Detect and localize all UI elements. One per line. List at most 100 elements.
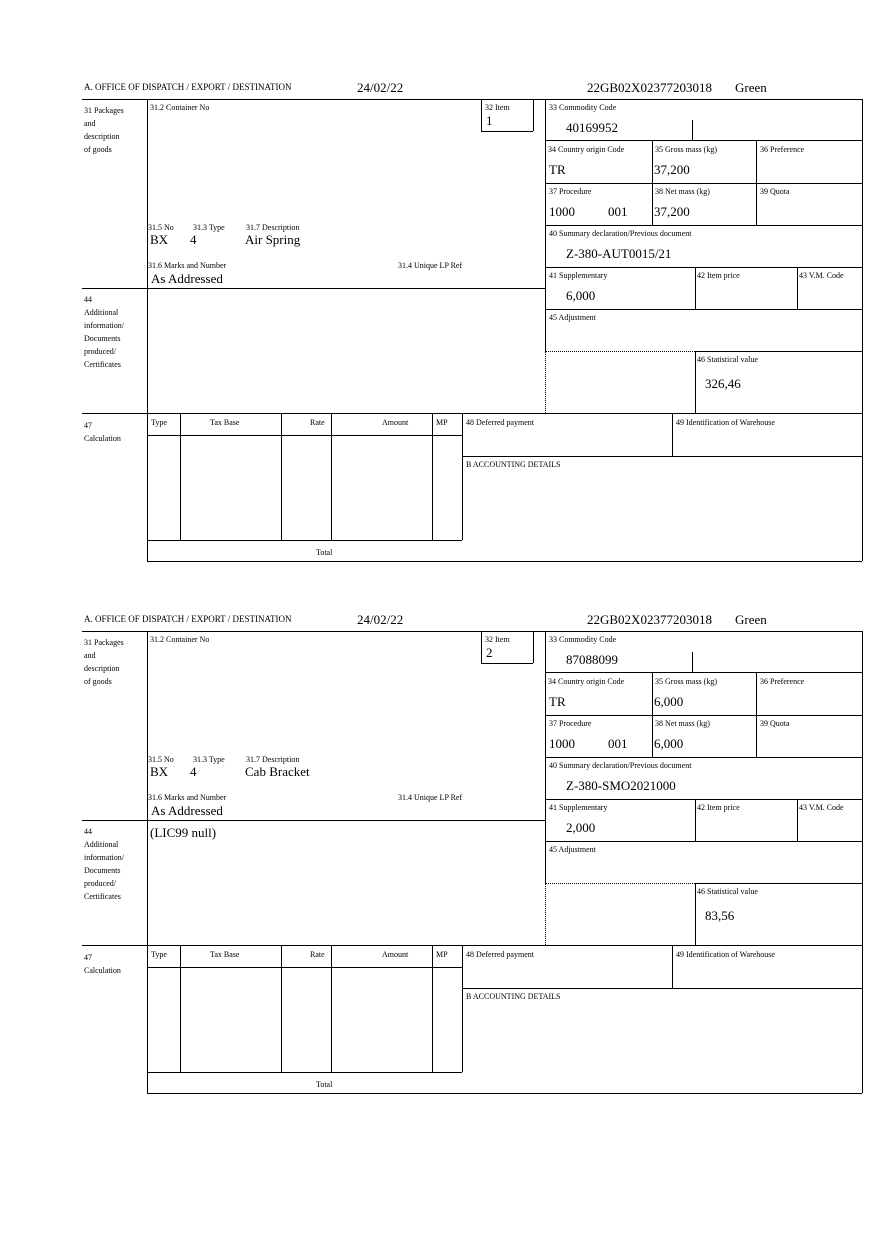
rule [147, 1093, 862, 1094]
item-price-label: 42 Item price [697, 803, 740, 812]
box44-label: 44 Additional information/ Documents pro… [84, 827, 124, 901]
rule [147, 561, 862, 562]
package-no-label: 31.5 No [148, 223, 174, 232]
rule [862, 99, 863, 561]
rule [862, 631, 863, 1093]
rule [545, 225, 862, 226]
package-no-label: 31.5 No [148, 755, 174, 764]
gross-mass-label: 35 Gross mass (kg) [655, 677, 717, 686]
total-label: Total [316, 1080, 333, 1089]
rule [82, 413, 862, 414]
item-price-label: 42 Item price [697, 271, 740, 280]
goods-description: Cab Bracket [245, 764, 310, 779]
net-mass-label: 38 Net mass (kg) [655, 187, 710, 196]
rule [462, 988, 862, 989]
rule [545, 267, 862, 268]
rule [533, 99, 534, 131]
procedure-code: 1000 [549, 204, 575, 219]
accounting-details-label: B ACCOUNTING DETAILS [466, 460, 561, 469]
unique-ref-label: 31.4 Unique LP Ref [398, 261, 463, 270]
rule [756, 140, 757, 225]
commodity-label: 33 Commodity Code [549, 103, 617, 112]
rule [545, 183, 862, 184]
item-number: 1 [486, 113, 493, 128]
rule [545, 309, 862, 310]
marks-label: 31.6 Marks and Number [148, 793, 227, 802]
package-kind: BX [150, 232, 169, 247]
commodity-code: 87088099 [566, 652, 618, 667]
rule [545, 351, 546, 413]
col-tax-base: Tax Base [210, 950, 240, 959]
rule [652, 140, 653, 225]
rule [545, 799, 862, 800]
goods-description: Air Spring [245, 232, 301, 247]
rule [281, 413, 282, 540]
rule [797, 799, 798, 841]
country-origin: TR [549, 694, 566, 709]
item-number: 2 [486, 645, 493, 660]
rule [462, 413, 463, 540]
rule [82, 631, 862, 632]
date: 24/02/22 [357, 80, 404, 95]
summary-label: 40 Summary declaration/Previous document [549, 761, 692, 770]
rule [147, 435, 462, 436]
route-status: Green [735, 612, 767, 627]
rule [545, 672, 862, 673]
quota-label: 39 Quota [760, 187, 790, 196]
marks-value: As Addressed [151, 803, 223, 818]
rule [147, 99, 148, 561]
supplementary-label: 41 Supplementary [549, 803, 608, 812]
col-mp: MP [436, 418, 448, 427]
country-label: 34 Country origin Code [548, 677, 625, 686]
supplementary-value: 6,000 [566, 288, 596, 303]
vm-code-label: 43 V.M. Code [799, 803, 844, 812]
office-heading: A. OFFICE OF DISPATCH / EXPORT / DESTINA… [84, 82, 292, 92]
net-mass-label: 38 Net mass (kg) [655, 719, 710, 728]
procedure-label: 37 Procedure [549, 719, 592, 728]
net-mass: 6,000 [654, 736, 684, 751]
rule [432, 945, 433, 1072]
package-type-label: 31.3 Type [193, 755, 225, 764]
rule [692, 652, 693, 672]
warehouse-label: 49 Identification of Warehouse [676, 418, 775, 427]
additional-info: (LIC99 null) [150, 825, 217, 840]
net-mass: 37,200 [654, 204, 690, 219]
summary-label: 40 Summary declaration/Previous document [549, 229, 692, 238]
stat-value-label: 46 Statistical value [697, 355, 758, 364]
gross-mass: 6,000 [654, 694, 684, 709]
vm-code-label: 43 V.M. Code [799, 271, 844, 280]
accounting-details-label: B ACCOUNTING DETAILS [466, 992, 561, 1001]
rule [432, 413, 433, 540]
package-type-label: 31.3 Type [193, 223, 225, 232]
rule [180, 945, 181, 1072]
rule [281, 945, 282, 1072]
rule [147, 540, 462, 541]
col-tax-base: Tax Base [210, 418, 240, 427]
stat-value-label: 46 Statistical value [697, 887, 758, 896]
warehouse-label: 49 Identification of Warehouse [676, 950, 775, 959]
rule [481, 99, 482, 131]
package-count: 4 [190, 232, 197, 247]
item-label: 32 Item [485, 103, 510, 112]
rule [462, 945, 463, 1072]
rule [672, 945, 673, 988]
rule [797, 267, 798, 309]
adjustment-label: 45 Adjustment [549, 313, 596, 322]
col-type: Type [151, 950, 167, 959]
rule [756, 672, 757, 757]
package-kind: BX [150, 764, 169, 779]
box31-label: 31 Packages and description of goods [84, 106, 124, 154]
rule [545, 715, 862, 716]
rule [331, 413, 332, 540]
box31-label: 31 Packages and description of goods [84, 638, 124, 686]
description-label: 31.7 Description [246, 223, 300, 232]
box47-label: 47 Calculation [84, 421, 121, 443]
box47-label: 47 Calculation [84, 953, 121, 975]
rule [180, 413, 181, 540]
procedure-additional: 001 [608, 736, 628, 751]
country-label: 34 Country origin Code [548, 145, 625, 154]
preference-label: 36 Preference [760, 145, 805, 154]
col-amount: Amount [382, 950, 409, 959]
rule [692, 120, 693, 140]
rule [82, 99, 862, 100]
